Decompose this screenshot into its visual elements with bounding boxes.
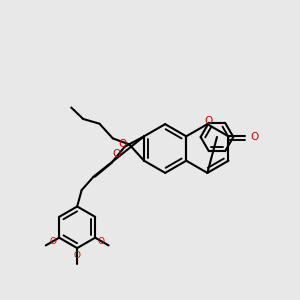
Text: O: O <box>50 237 57 246</box>
Text: O: O <box>112 148 121 159</box>
Text: O: O <box>118 140 127 149</box>
Text: O: O <box>205 116 213 126</box>
Text: O: O <box>251 132 259 142</box>
Text: O: O <box>98 237 105 246</box>
Text: O: O <box>74 250 81 260</box>
